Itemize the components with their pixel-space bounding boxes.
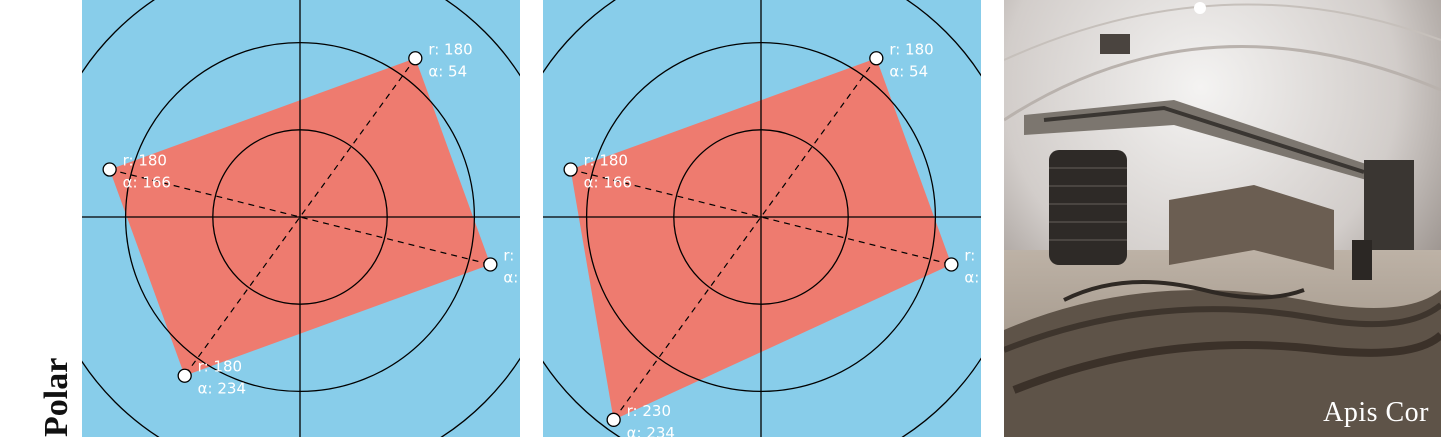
vertex-angle-label: α: 166 [123, 174, 171, 192]
vertex-angle-label: α: 54 [889, 62, 928, 80]
polar-diagram-1[interactable]: r: 180 α: 54 r: 180 α: 166 r: 180 α: 234 r: 18… [82, 0, 520, 437]
vertex-angle-label: α: 166 [584, 174, 632, 192]
row-label: Polar [0, 0, 75, 437]
vertex-r-label: r: 180 [503, 246, 520, 264]
vertex-r-label: r: 180 [584, 152, 628, 170]
vertex-handle[interactable] [102, 162, 117, 177]
vertex-r-label: r: 180 [198, 358, 242, 376]
vertex-r-label: r: 230 [627, 402, 671, 420]
vertex-angle-label: α: 54 [428, 62, 467, 80]
vertex-handle[interactable] [408, 51, 423, 66]
photo-apis-cor: Apis Cor [1004, 0, 1441, 437]
vertex-angle-label: α: 234 [198, 380, 246, 398]
vertex-r-label: r: 180 [123, 152, 167, 170]
vertex-angle-label: α: 346 [964, 268, 981, 286]
vertex-handle[interactable] [177, 368, 192, 383]
photo-credit: Apis Cor [1323, 397, 1429, 428]
vertex-angle-label: α: 234 [627, 424, 675, 437]
polar-panel-1[interactable]: r: 180 α: 54 r: 180 α: 166 r: 180 α: 234 r: 18… [82, 0, 520, 437]
vertex-handle[interactable] [869, 51, 884, 66]
polar-panel-2[interactable]: r: 180 α: 54 r: 180 α: 166 r: 230 α: 234 r: 18… [543, 0, 981, 437]
3d-printer-photo [1004, 0, 1441, 437]
vertex-handle[interactable] [483, 257, 498, 272]
vertex-r-label: r: 180 [889, 40, 933, 58]
vertex-handle[interactable] [944, 257, 959, 272]
polar-diagram-2[interactable]: r: 180 α: 54 r: 180 α: 166 r: 230 α: 234 r: 18… [543, 0, 981, 437]
vertex-handle[interactable] [606, 412, 621, 427]
vertex-handle[interactable] [563, 162, 578, 177]
row-label-text: Polar [38, 357, 75, 437]
diagonal-dashed-1 [613, 57, 877, 421]
vertex-r-label: r: 180 [964, 246, 981, 264]
vertex-r-label: r: 180 [428, 40, 472, 58]
vertex-angle-label: α: 346 [503, 268, 520, 286]
